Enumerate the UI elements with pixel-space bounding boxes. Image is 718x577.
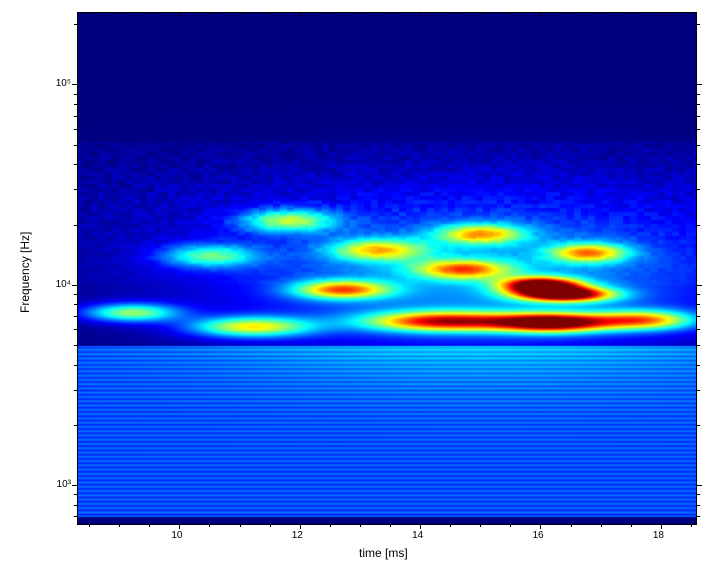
spectrogram-heatmap (77, 12, 697, 524)
spectrogram-plot (77, 12, 697, 524)
y-tick-label: 10⁴ (56, 279, 71, 290)
y-tick-label: 10⁵ (56, 78, 71, 89)
x-tick-label: 18 (653, 530, 664, 541)
figure: time [ms] Frequency [Hz] 10 12 14 16 18 10³ 1… (0, 0, 718, 577)
x-tick-label: 16 (532, 530, 543, 541)
y-axis-label: Frequency [Hz] (18, 232, 32, 313)
x-tick-label: 12 (292, 530, 303, 541)
x-tick-label: 10 (171, 530, 182, 541)
y-tick-label: 10³ (57, 479, 71, 490)
x-tick-label: 14 (412, 530, 423, 541)
x-axis-label: time [ms] (359, 546, 408, 560)
